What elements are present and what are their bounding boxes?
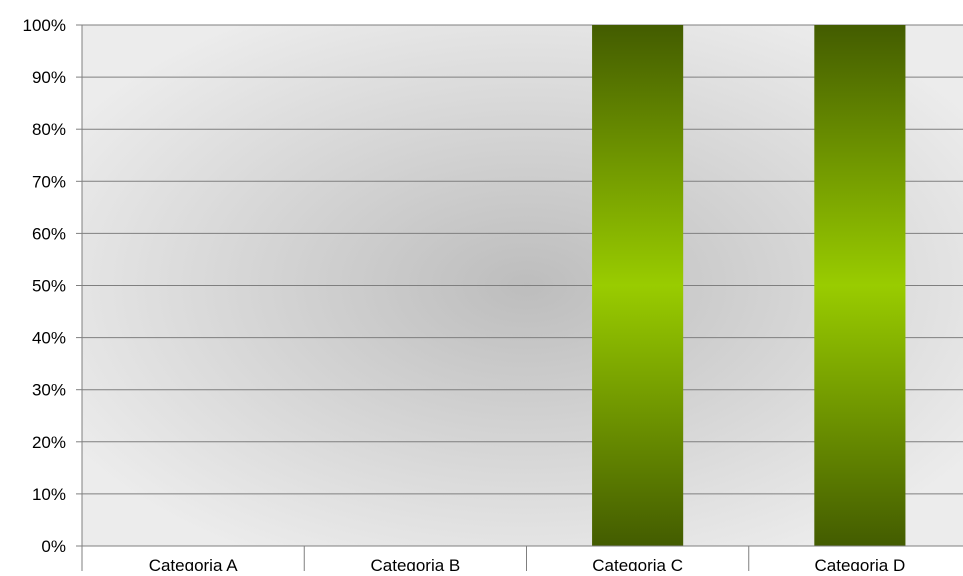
y-tick-label: 40% (32, 329, 66, 348)
x-category-label: Categoria C (592, 556, 683, 571)
y-tick-label: 70% (32, 172, 66, 191)
tick-labels: 0% 10% 20% 30% 40% 50% 60% 70% 80% 90% 100% Categor… (23, 16, 906, 575)
x-category-label: Categoria A (149, 556, 238, 571)
x-category-label: Categoria B (370, 556, 460, 571)
y-tick-label: 10% (32, 485, 66, 504)
y-tick-label: 80% (32, 120, 66, 139)
y-tick-label: 50% (32, 277, 66, 296)
axes (76, 24, 963, 571)
y-tick-label: 0% (41, 537, 66, 556)
y-tick-label: 90% (32, 68, 66, 87)
y-tick-label: 30% (32, 381, 66, 400)
x-category-label: Categoria D (815, 556, 906, 571)
bar (592, 25, 684, 546)
y-tick-label: 100% (23, 16, 66, 35)
y-tick-label: 20% (32, 433, 66, 452)
y-tick-label: 60% (32, 224, 66, 243)
bar (814, 25, 906, 546)
bars (592, 25, 906, 546)
